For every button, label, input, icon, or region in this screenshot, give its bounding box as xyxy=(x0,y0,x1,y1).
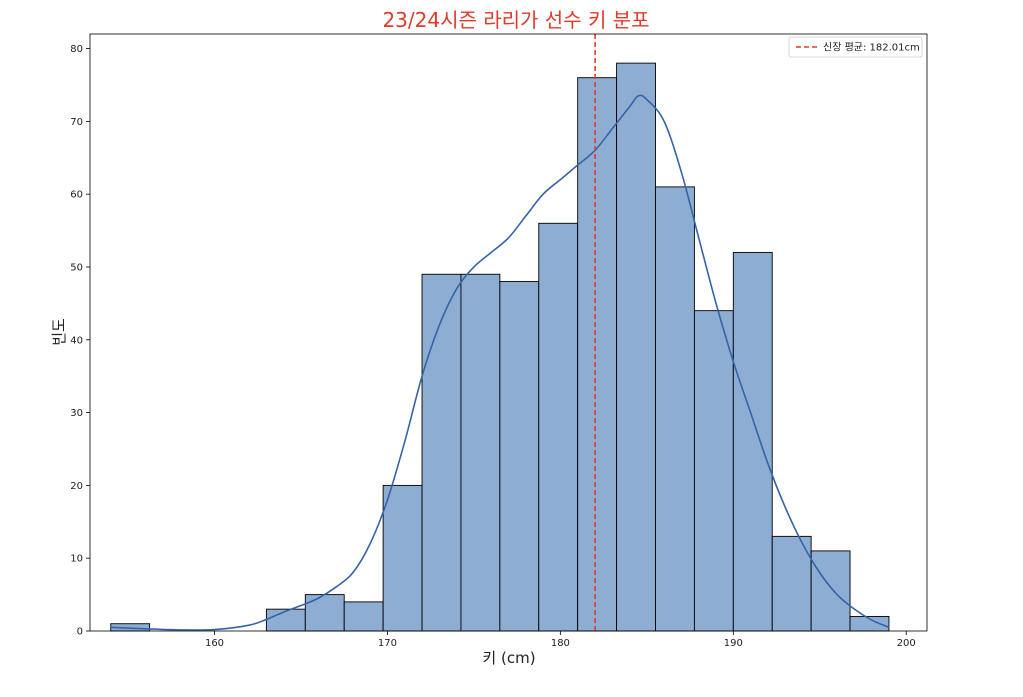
y-axis-label: 빈도 xyxy=(50,318,68,346)
histogram-bar-14 xyxy=(655,186,695,632)
x-tick-label-190: 190 xyxy=(724,638,743,649)
histogram-bar-15 xyxy=(693,310,734,632)
y-tick-label-20: 20 xyxy=(70,481,83,492)
histogram-bar-16 xyxy=(732,251,773,632)
histogram-bar-4 xyxy=(265,608,306,632)
x-tick-label-200: 200 xyxy=(897,638,916,649)
histogram-bar-8 xyxy=(421,273,462,632)
histogram-bar-10 xyxy=(499,281,540,632)
y-tick-label-80: 80 xyxy=(70,44,83,55)
histogram-bar-17 xyxy=(771,535,812,632)
plot-frame xyxy=(89,33,928,632)
x-tick-label-180: 180 xyxy=(551,638,570,649)
y-axis-ticks: 0 10 20 30 40 50 60 70 80 xyxy=(70,44,90,638)
histogram-bar-9 xyxy=(460,273,501,632)
histogram-bars xyxy=(110,62,890,632)
y-tick-label-50: 50 xyxy=(70,262,83,273)
histogram-bar-11 xyxy=(538,222,579,632)
y-tick-label-40: 40 xyxy=(70,335,83,346)
y-tick-label-70: 70 xyxy=(70,117,83,128)
y-tick-label-30: 30 xyxy=(70,408,83,419)
y-tick-label-60: 60 xyxy=(70,190,83,201)
legend: 신장 평균: 182.01cm xyxy=(788,36,923,58)
kde-curve-group xyxy=(110,94,890,631)
legend-box xyxy=(788,36,923,58)
chart-title: 23/24시즌 라리가 선수 키 분포 xyxy=(382,8,649,32)
y-tick-label-10: 10 xyxy=(70,554,83,565)
kde-curve xyxy=(110,94,890,631)
histogram-bar-6 xyxy=(343,601,384,632)
y-tick-label-0: 0 xyxy=(77,627,83,638)
x-tick-label-170: 170 xyxy=(378,638,397,649)
x-axis-label: 키 (cm) xyxy=(482,649,535,667)
x-axis-ticks: 160 170 180 190 200 xyxy=(205,631,916,649)
histogram-bar-7 xyxy=(382,484,423,632)
histogram-bar-5 xyxy=(304,594,345,632)
histogram-bar-13 xyxy=(616,62,656,632)
legend-mean-label: 신장 평균: 182.01cm xyxy=(823,42,920,54)
x-tick-label-160: 160 xyxy=(205,638,224,649)
histogram-bar-18 xyxy=(810,550,851,632)
